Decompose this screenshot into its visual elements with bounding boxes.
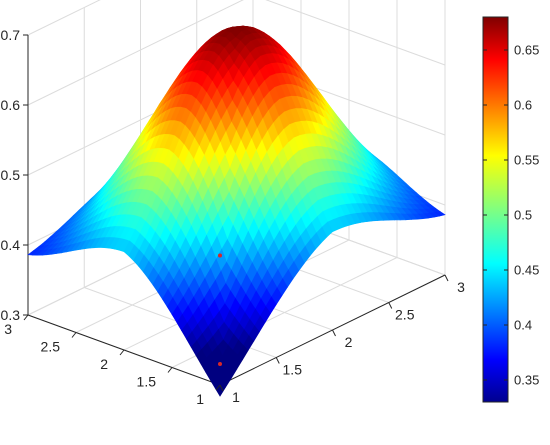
marker-point-1 <box>218 253 222 258</box>
colorbar-tick-label-1: 0.4 <box>514 318 532 333</box>
z-tick-label-0: 0.3 <box>1 307 21 323</box>
x-tick-label-2: 2 <box>345 334 353 350</box>
x-tick-mark-2 <box>332 329 336 337</box>
colorbar-gradient <box>482 16 509 403</box>
back-wall-grid-line-z-4 <box>27 0 101 36</box>
x-tick-label-1: 1.5 <box>283 361 303 377</box>
y-tick-label-0: 1 <box>196 391 204 407</box>
y-tick-label-2: 2 <box>100 356 108 372</box>
surface-mesh <box>27 25 446 397</box>
y-tick-mark-2 <box>119 349 125 356</box>
z-tick-label-3: 0.6 <box>1 97 21 113</box>
y-tick-mark-0 <box>215 384 221 391</box>
markers <box>218 253 222 366</box>
y-tick-mark-1 <box>167 367 173 373</box>
colorbar-tick-label-2: 0.45 <box>514 263 539 278</box>
colorbar-tick-label-3: 0.5 <box>514 208 532 223</box>
colorbar-tick-label-4: 0.55 <box>514 153 539 168</box>
y-tick-label-4: 3 <box>4 321 12 337</box>
y-tick-label-3: 2.5 <box>41 338 61 354</box>
colorbar-tick-label-5: 0.6 <box>514 98 532 113</box>
x-tick-label-4: 3 <box>457 279 465 295</box>
y-tick-mark-3 <box>71 332 77 338</box>
colorbar: 0.35 0.4 0.45 0.5 0.55 0.6 0.65 <box>482 16 539 403</box>
colorbar-tick-label-0: 0.35 <box>514 373 539 388</box>
z-tick-label-4: 0.7 <box>1 27 21 43</box>
y-tick-mark-4 <box>23 314 29 321</box>
marker-point-0 <box>218 362 222 366</box>
x-tick-mark-1 <box>275 357 280 364</box>
back-wall-grid-line-z-3 <box>27 0 244 106</box>
x-tick-mark-0 <box>219 384 224 392</box>
x-tick-label-3: 2.5 <box>395 306 415 322</box>
x-tick-mark-4 <box>444 274 449 282</box>
colorbar-tick-label-6: 0.65 <box>514 43 539 58</box>
x-tick-label-0: 1 <box>232 389 240 405</box>
right-wall-grid-line-z-3 <box>265 0 446 66</box>
z-tick-label-2: 0.5 <box>1 167 21 183</box>
y-tick-label-1: 1.5 <box>137 373 157 389</box>
z-tick-label-1: 0.4 <box>1 237 21 253</box>
x-tick-mark-3 <box>388 302 393 309</box>
